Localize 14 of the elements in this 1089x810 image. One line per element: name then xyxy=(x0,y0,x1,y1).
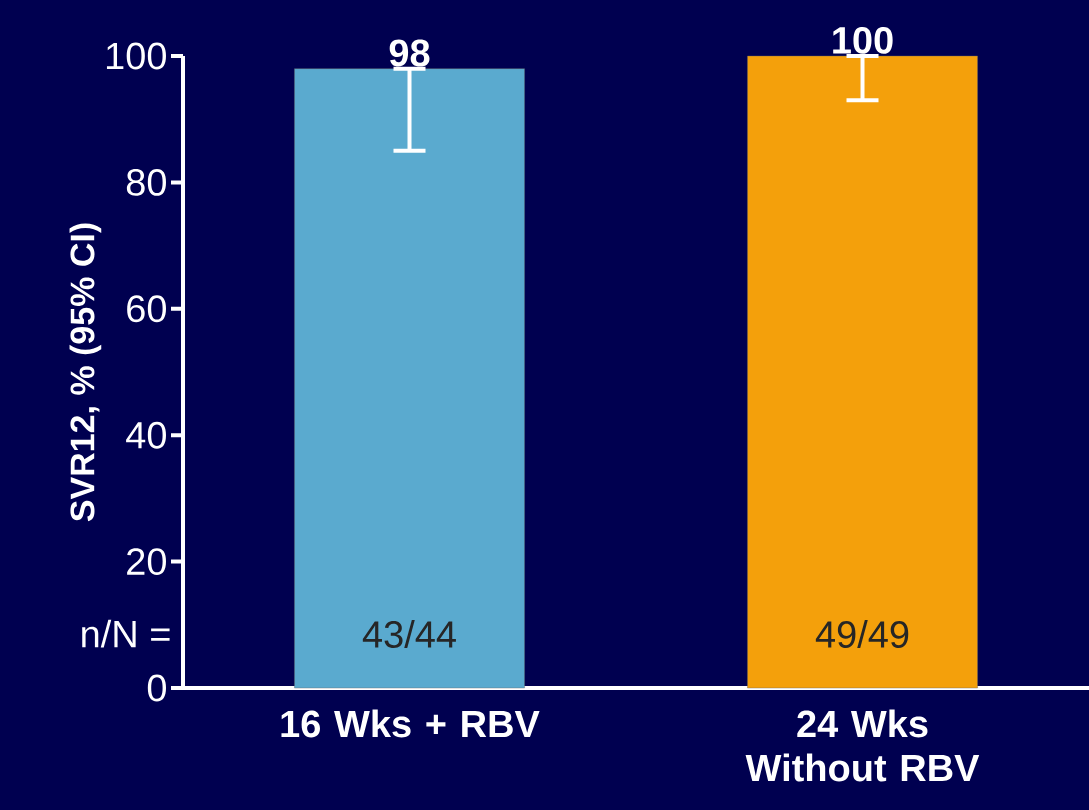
y-axis-title: SVR12, % (95% CI) xyxy=(69,223,102,522)
data-label: 100 xyxy=(833,26,893,54)
y-tick-label: 40 xyxy=(126,421,166,449)
y-tick-label: 100 xyxy=(106,42,166,70)
y-tick-label: 60 xyxy=(127,295,166,323)
x-tick-label: 16 Wks + RBV xyxy=(281,709,540,738)
y-tick-label: 0 xyxy=(147,674,166,702)
y-tick-label: 20 xyxy=(127,548,166,576)
text: n/N = xyxy=(82,619,170,648)
x-tick-label: 24 Wks Without RBV xyxy=(745,709,980,782)
data-label: 98 xyxy=(389,39,430,67)
annotation: 49/49 xyxy=(815,620,909,648)
annotation: 43/44 xyxy=(362,620,456,648)
y-tick-label: 80 xyxy=(126,168,166,196)
